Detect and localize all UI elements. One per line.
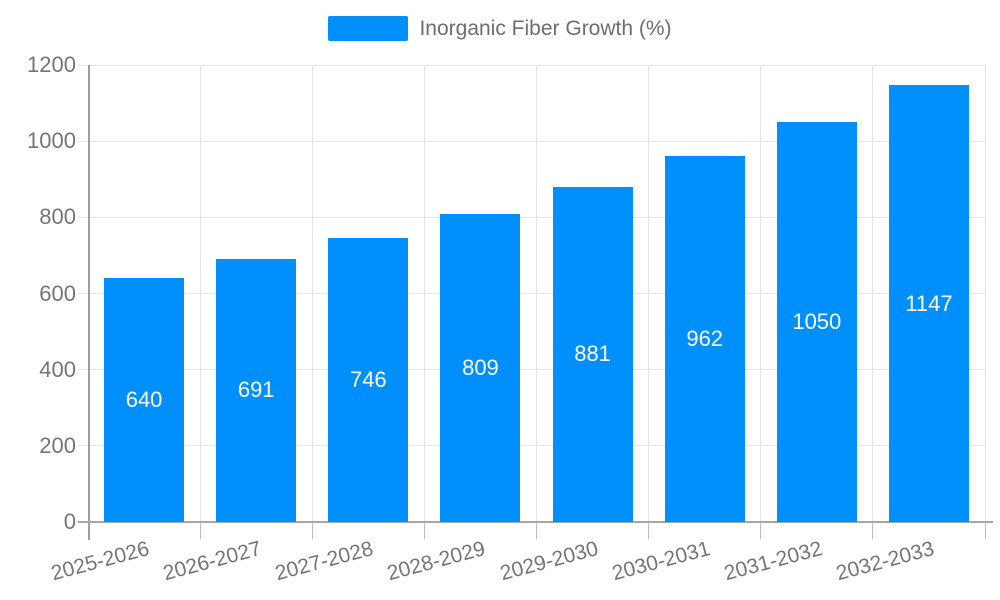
y-axis-line bbox=[88, 65, 90, 540]
x-axis-line bbox=[78, 521, 993, 523]
y-axis-tick-label: 600 bbox=[39, 280, 76, 306]
x-gridline bbox=[872, 65, 874, 522]
x-gridline bbox=[760, 65, 762, 522]
bar[interactable]: 1050 bbox=[776, 122, 857, 522]
y-axis-tick-label: 200 bbox=[39, 432, 76, 458]
bar-value-label: 746 bbox=[349, 366, 387, 392]
bar-value-label: 640 bbox=[125, 387, 163, 413]
y-axis-tick-label: 1200 bbox=[27, 52, 76, 77]
x-axis-tick bbox=[311, 522, 313, 539]
bar[interactable]: 691 bbox=[216, 258, 297, 522]
y-axis-tick-label: 800 bbox=[39, 204, 76, 230]
bar-value-label: 691 bbox=[237, 377, 275, 403]
x-axis-tick bbox=[648, 522, 650, 539]
x-axis-tick bbox=[536, 522, 537, 539]
bar-value-label: 809 bbox=[462, 354, 499, 380]
bar-value-label: 962 bbox=[686, 325, 724, 351]
legend[interactable]: Inorganic Fiber Growth (%) bbox=[0, 16, 1000, 41]
bar-value-label: 1147 bbox=[905, 290, 953, 316]
x-axis-tick bbox=[760, 522, 762, 539]
y-axis-tick-label: 1000 bbox=[27, 128, 76, 154]
legend-swatch[interactable] bbox=[328, 16, 409, 41]
bar[interactable]: 746 bbox=[328, 237, 409, 522]
y-gridline bbox=[78, 140, 985, 142]
x-gridline bbox=[423, 65, 425, 522]
bar-value-label: 881 bbox=[574, 341, 611, 367]
y-gridline bbox=[78, 293, 985, 294]
bar[interactable]: 962 bbox=[664, 155, 745, 522]
y-gridline bbox=[78, 445, 985, 447]
x-axis-tick bbox=[423, 522, 425, 539]
y-axis-tick-label: 400 bbox=[39, 356, 76, 382]
y-gridline bbox=[78, 216, 985, 218]
bar-value-label: 1050 bbox=[792, 309, 842, 335]
y-gridline bbox=[78, 369, 985, 371]
plot-area: 0 200 400 600 800 1000 1200 640 691 746 809 881 962 1… bbox=[27, 54, 993, 585]
x-gridline bbox=[311, 65, 313, 522]
y-axis-tick-label: 0 bbox=[63, 509, 76, 534]
bar[interactable]: 809 bbox=[440, 213, 521, 522]
bar[interactable]: 1147 bbox=[888, 85, 969, 522]
x-gridline bbox=[536, 65, 537, 522]
x-axis-tick bbox=[872, 522, 874, 539]
x-axis-tick bbox=[984, 522, 986, 539]
bar[interactable]: 640 bbox=[104, 278, 185, 522]
bar[interactable]: 881 bbox=[552, 186, 633, 522]
x-axis-tick bbox=[199, 522, 201, 539]
y-gridline bbox=[78, 64, 985, 66]
x-gridline bbox=[199, 65, 201, 522]
x-gridline bbox=[648, 65, 650, 522]
legend-label: Inorganic Fiber Growth (%) bbox=[419, 16, 672, 40]
x-gridline bbox=[984, 65, 986, 522]
